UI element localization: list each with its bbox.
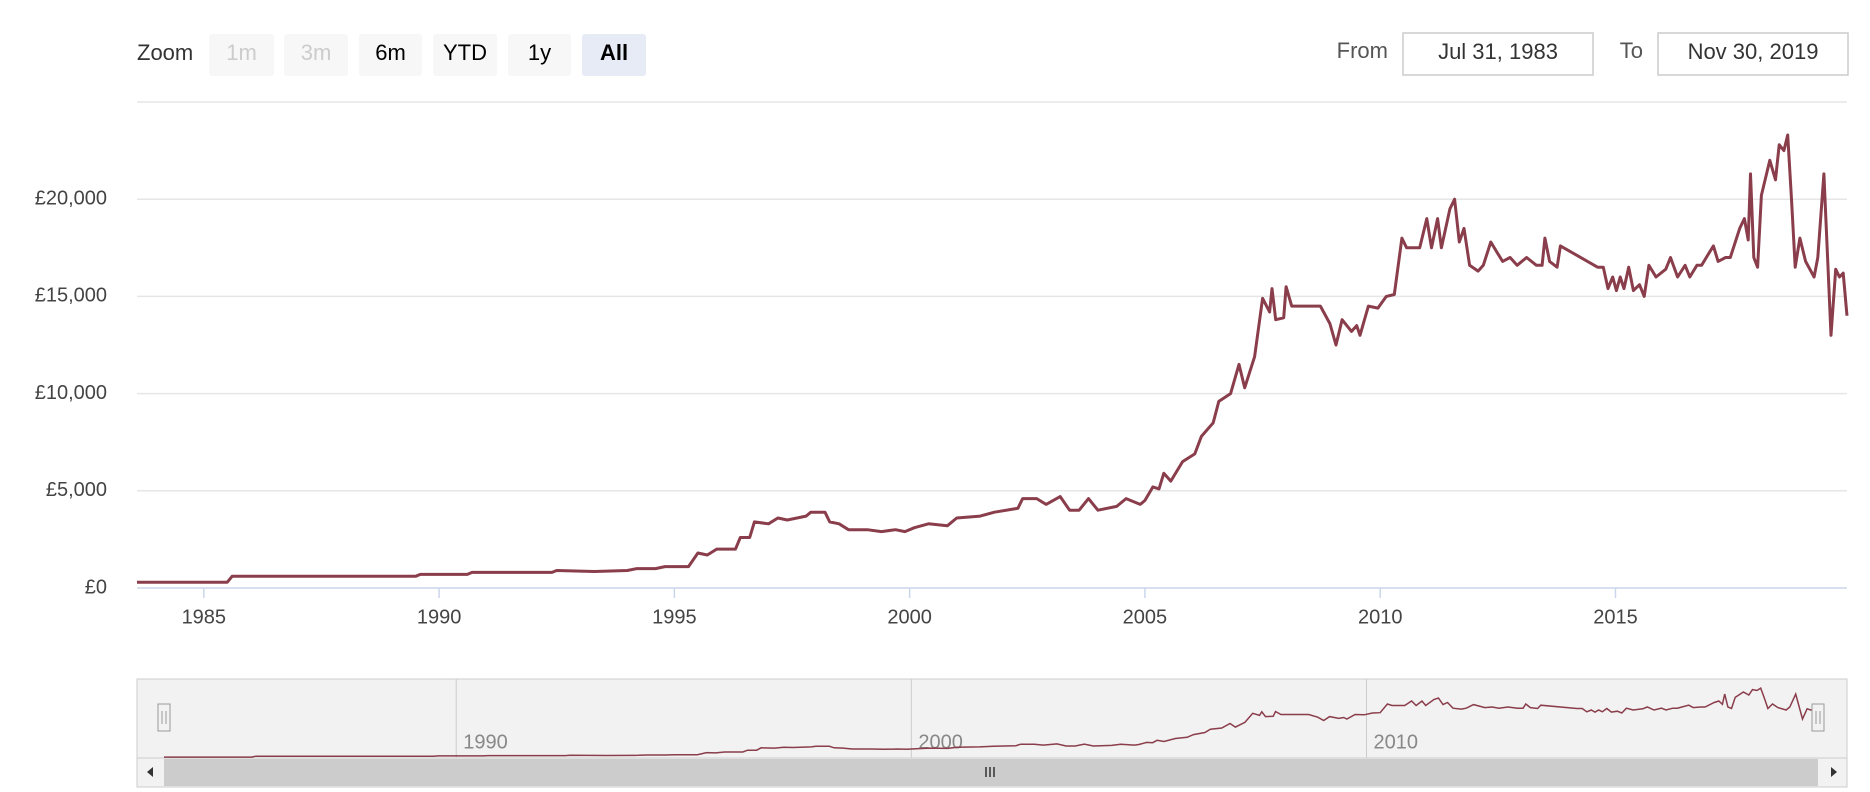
zoom-button[interactable] xyxy=(582,34,646,76)
navigator-handle-grip[interactable] xyxy=(161,711,167,724)
y-tick-label: £5,000 xyxy=(46,479,107,501)
to-value[interactable]: Nov 30, 2019 xyxy=(1688,39,1819,64)
navigator-tick-label: 2010 xyxy=(1373,731,1418,753)
zoom-button-label[interactable]: All xyxy=(600,40,628,65)
x-tick-label: 2005 xyxy=(1123,606,1168,628)
navigator-handle[interactable] xyxy=(157,703,171,732)
zoom-button-label[interactable]: 6m xyxy=(375,40,406,65)
zoom-button xyxy=(284,34,348,76)
scrollbar-left-arrow[interactable] xyxy=(147,767,153,777)
from-value[interactable]: Jul 31, 1983 xyxy=(1438,39,1558,64)
navigator-tick-label: 2000 xyxy=(918,731,963,753)
navigator-tick-label: 1990 xyxy=(463,731,508,753)
zoom-button[interactable] xyxy=(433,34,497,76)
zoom-button-label[interactable]: 1y xyxy=(528,40,551,65)
x-tick-label: 1990 xyxy=(417,606,462,628)
navigator-line xyxy=(164,686,1819,758)
y-tick-label: £0 xyxy=(85,576,107,598)
scrollbar-thumb[interactable] xyxy=(164,759,1818,786)
x-tick-label: 1985 xyxy=(182,606,227,628)
navigator-handle[interactable] xyxy=(1811,703,1825,732)
to-label: To xyxy=(1620,38,1643,63)
y-tick-label: £15,000 xyxy=(35,285,107,307)
navigator-handle-grip[interactable] xyxy=(1815,711,1821,724)
y-tick-label: £20,000 xyxy=(35,187,107,209)
from-input[interactable] xyxy=(1402,32,1594,76)
x-tick-label: 2000 xyxy=(887,606,932,628)
scrollbar-grip xyxy=(985,767,995,777)
x-tick-label: 1995 xyxy=(652,606,697,628)
to-input[interactable] xyxy=(1657,32,1849,76)
x-tick-label: 2015 xyxy=(1593,606,1638,628)
zoom-button-label: 1m xyxy=(226,40,257,65)
from-label: From xyxy=(1337,38,1388,63)
zoom-button-label[interactable]: YTD xyxy=(443,40,487,65)
zoom-label: Zoom xyxy=(137,40,193,65)
zoom-button-label: 3m xyxy=(301,40,332,65)
price-line xyxy=(137,133,1849,584)
zoom-button[interactable] xyxy=(359,34,422,76)
x-tick-label: 2010 xyxy=(1358,606,1403,628)
zoom-button xyxy=(209,34,274,76)
y-tick-label: £10,000 xyxy=(35,382,107,404)
zoom-button[interactable] xyxy=(508,34,571,76)
scrollbar-right-arrow[interactable] xyxy=(1831,767,1837,777)
